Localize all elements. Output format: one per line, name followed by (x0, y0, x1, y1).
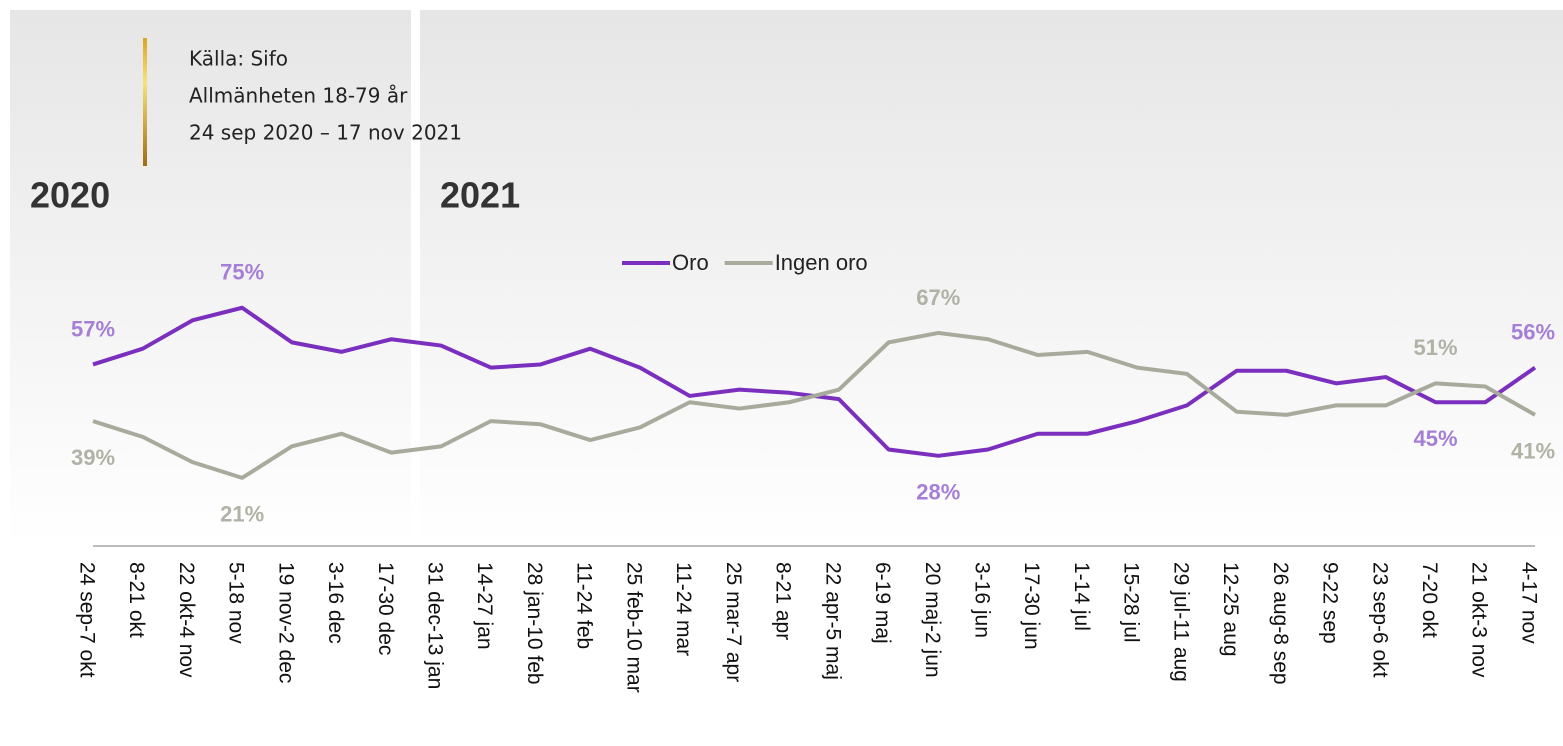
x-tick-label: 29 jul-11 aug (1169, 562, 1192, 682)
data-label: 45% (1414, 426, 1458, 451)
legend-label: Oro (672, 250, 709, 275)
x-tick-label: 22 apr-5 maj (821, 562, 844, 680)
x-tick-label: 24 sep-7 okt (75, 562, 98, 678)
source-line: Allmänheten 18-79 år (189, 84, 408, 108)
x-tick-label: 17-30 dec (374, 562, 397, 655)
year-separator (411, 10, 420, 546)
x-tick-label: 15-28 jul (1120, 562, 1143, 643)
x-tick-label: 6-19 maj (871, 562, 894, 644)
x-tick-label: 23 sep-6 okt (1368, 562, 1391, 678)
x-tick-label: 21 okt-3 nov (1468, 562, 1491, 678)
data-label: 39% (71, 445, 115, 470)
x-tick-label: 14-27 jan (473, 562, 496, 650)
x-tick-label: 1-14 jul (1070, 562, 1093, 631)
x-tick-label: 8-21 apr (772, 562, 795, 640)
x-tick-label: 22 okt-4 nov (175, 562, 198, 678)
data-label: 56% (1511, 319, 1555, 344)
source-bar (143, 38, 147, 166)
x-tick-label: 7-20 okt (1418, 562, 1441, 638)
x-tick-label: 26 aug-8 sep (1269, 562, 1292, 685)
x-tick-label: 20 maj-2 jun (921, 562, 944, 678)
x-tick-label: 25 mar-7 apr (722, 562, 745, 682)
x-tick-label: 11-24 feb (573, 562, 596, 649)
line-series (92, 330, 1536, 480)
year-label: 2021 (440, 175, 520, 216)
data-label: 41% (1511, 439, 1555, 464)
x-tick-label: 3-16 jun (970, 562, 993, 638)
data-label: 57% (71, 316, 115, 341)
x-tick-label: 11-24 mar (672, 562, 695, 656)
background (10, 10, 1563, 546)
x-tick-label: 25 feb-10 mar (622, 562, 645, 693)
data-label: 67% (916, 285, 960, 310)
x-tick-label: 3-16 dec (324, 562, 347, 644)
data-label: 75% (220, 260, 264, 285)
legend-label: Ingen oro (775, 250, 868, 275)
x-tick-label: 28 jan-10 feb (523, 562, 546, 685)
x-tick-label: 9-22 sep (1319, 562, 1342, 644)
source-line: 24 sep 2020 – 17 nov 2021 (189, 121, 462, 145)
x-tick-label: 8-21 okt (125, 562, 148, 638)
year-label: 2020 (30, 175, 110, 216)
x-tick-label: 12-25 aug (1219, 562, 1242, 657)
data-label: 28% (916, 480, 960, 505)
data-label: 21% (220, 502, 264, 527)
x-tick-label: 19 nov-2 dec (274, 562, 297, 683)
x-tick-label: 31 dec-13 jan (424, 562, 447, 689)
source-line: Källa: Sifo (189, 47, 288, 71)
x-tick-label: 17-30 jun (1020, 562, 1043, 650)
data-label: 51% (1414, 335, 1458, 360)
x-tick-label: 5-18 nov (225, 562, 248, 644)
x-tick-label: 4-17 nov (1517, 562, 1540, 644)
